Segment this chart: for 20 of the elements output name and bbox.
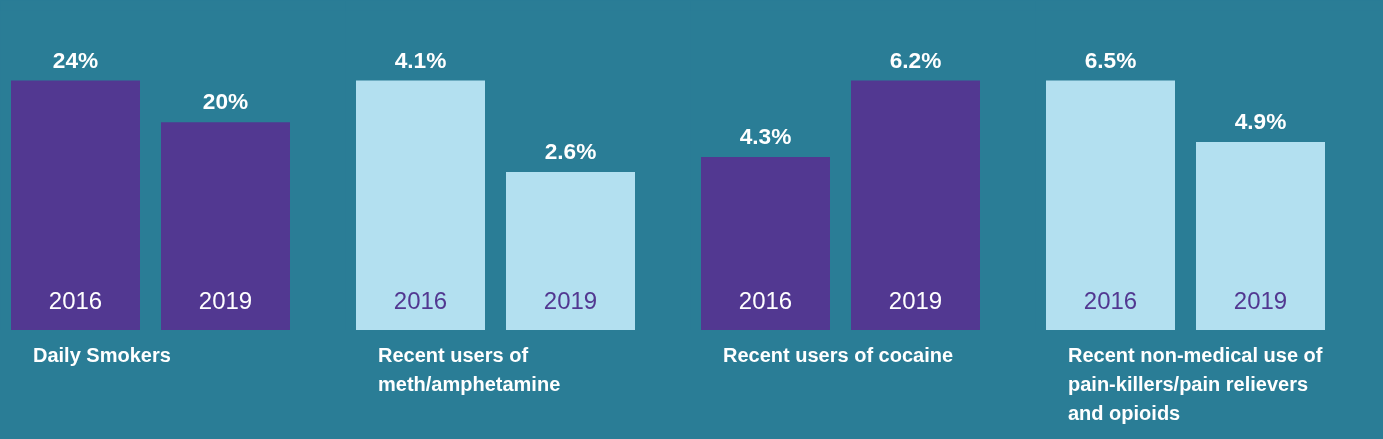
category-label: 2019 bbox=[888, 286, 943, 314]
data-label: 4.3% bbox=[739, 123, 792, 150]
data-label: 2.6% bbox=[544, 137, 597, 164]
category-label: 2016 bbox=[48, 286, 103, 314]
category-label: 2019 bbox=[198, 286, 253, 314]
data-label: 6.5% bbox=[1084, 46, 1137, 73]
x-axis-title: Recent users of meth/amphetamine bbox=[378, 343, 562, 397]
category-label: 2016 bbox=[738, 286, 793, 314]
category-label: 2016 bbox=[1083, 286, 1138, 314]
x-axis-title: Daily Smokers bbox=[33, 343, 171, 368]
x-axis-title: Recent non-medical use of pain-killers/pain relievers and opioids bbox=[1068, 343, 1324, 426]
data-label: 20% bbox=[202, 88, 249, 115]
category-label: 2019 bbox=[1233, 286, 1288, 314]
category-label: 2016 bbox=[393, 286, 448, 314]
data-label: 6.2% bbox=[889, 46, 942, 73]
data-label: 24% bbox=[52, 46, 99, 73]
data-label: 4.9% bbox=[1234, 108, 1287, 135]
category-label: 2019 bbox=[543, 286, 598, 314]
data-label: 4.1% bbox=[394, 46, 447, 73]
x-axis-title: Recent users of cocaine bbox=[723, 343, 954, 368]
